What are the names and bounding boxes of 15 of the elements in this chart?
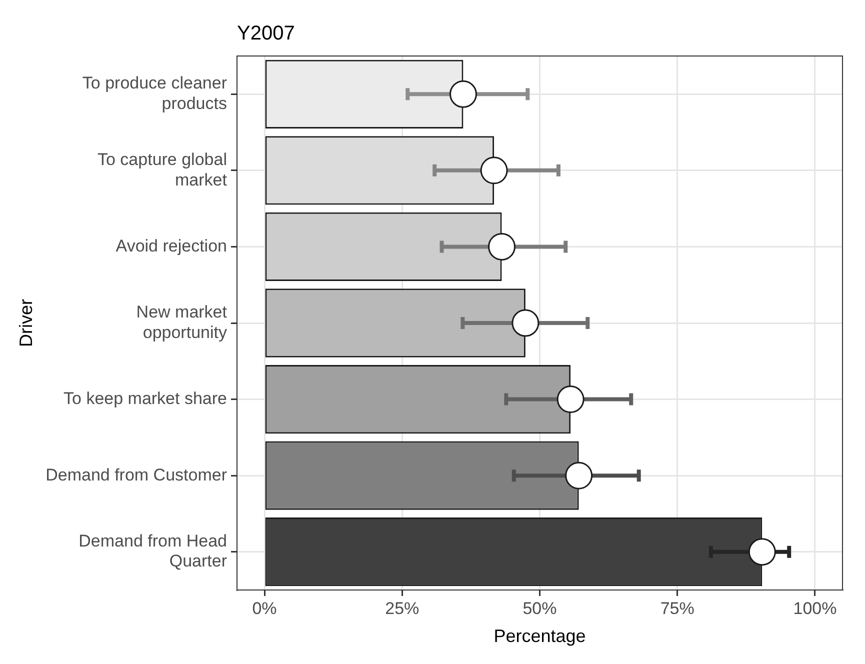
chart-title: Y2007 [236,22,295,45]
x-axis-title: Percentage [494,626,586,646]
y-tick-label: To produce cleaner products [82,74,228,114]
x-tick-label: 75% [660,598,694,618]
y-axis-title: Driver [16,298,36,347]
x-tick-label: 100% [793,598,837,618]
y-tick-label: Demand from Head Quarter [78,531,228,571]
y-tick-label: To capture global market [98,150,228,190]
y-tick-label: New market opportunity [136,302,228,342]
x-tick-label: 0% [252,598,277,618]
y-tick-label: Avoid rejection [116,236,227,256]
x-tick-label: 25% [385,598,420,618]
y-tick-label: To keep market share [64,388,227,408]
x-tick-label: 50% [522,598,557,618]
y-tick-label: Demand from Customer [46,465,228,484]
